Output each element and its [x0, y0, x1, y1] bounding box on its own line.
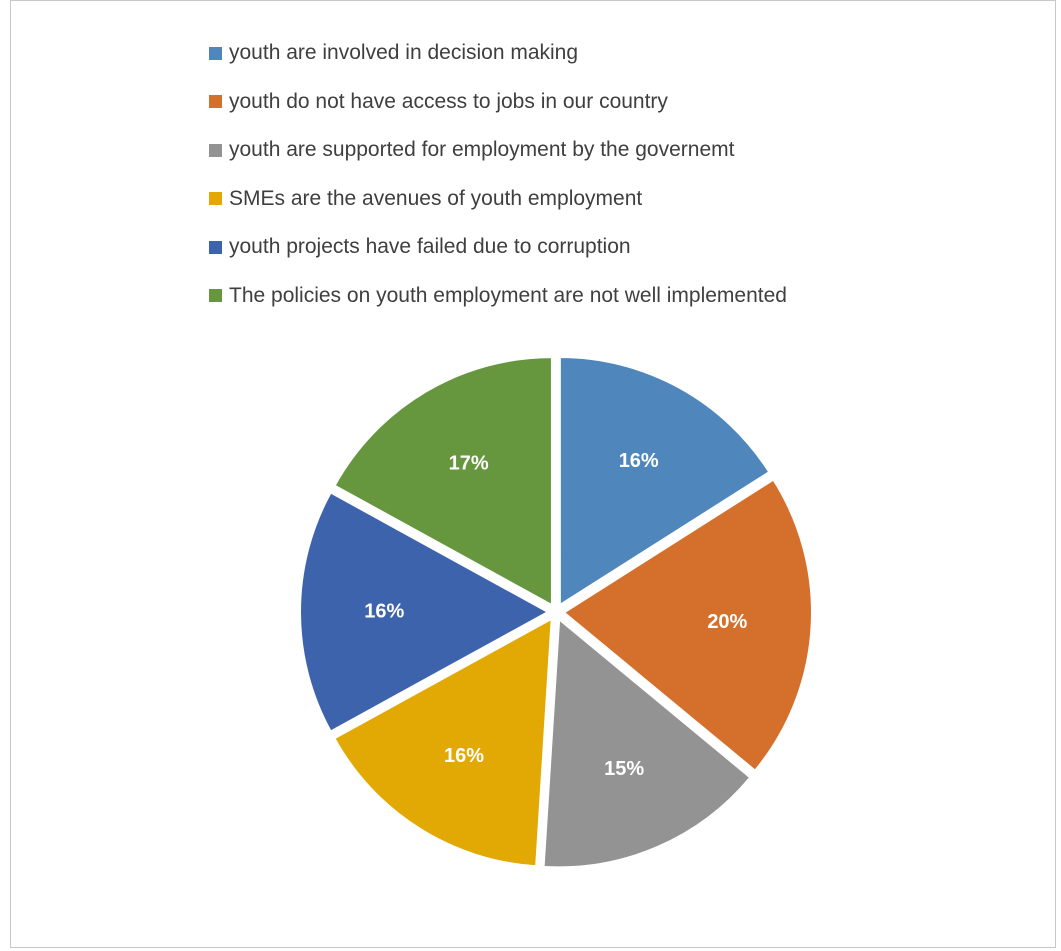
legend-swatch	[209, 95, 222, 109]
pie-slice	[333, 617, 553, 868]
pie-slice	[562, 478, 813, 772]
pie-slice	[299, 491, 551, 733]
pie-chart: 16% 20% 15% 16% 16% 17%	[299, 355, 813, 869]
legend-label: youth are involved in decision making	[229, 41, 579, 65]
legend-item: youth are involved in decision making	[209, 29, 969, 78]
pie-slice	[542, 617, 752, 869]
legend-item: youth do not have access to jobs in our …	[209, 78, 969, 127]
legend-swatch	[209, 46, 222, 60]
slice-data-label: 20%	[707, 611, 747, 633]
pie-slice	[558, 355, 771, 607]
legend-swatch	[209, 289, 222, 303]
chart-area: youth are involved in decision making yo…	[10, 0, 1056, 948]
slice-data-label: 17%	[449, 453, 489, 475]
legend-item: youth projects have failed due to corrup…	[209, 223, 969, 272]
slice-data-label: 16%	[619, 450, 659, 472]
legend-item: youth are supported for employment by th…	[209, 126, 969, 175]
legend-swatch	[209, 192, 222, 206]
legend-swatch	[209, 240, 222, 254]
pie-slice	[333, 356, 553, 607]
legend-label: youth do not have access to jobs in our …	[229, 89, 668, 113]
legend: youth are involved in decision making yo…	[209, 29, 969, 320]
legend-label: youth projects have failed due to corrup…	[229, 235, 631, 259]
legend-label: SMEs are the avenues of youth employment	[229, 186, 643, 210]
slice-data-label: 15%	[604, 758, 644, 780]
legend-swatch	[209, 143, 222, 157]
slice-data-label: 16%	[444, 745, 484, 767]
legend-item: The policies on youth employment are not…	[209, 272, 969, 321]
legend-item: SMEs are the avenues of youth employment	[209, 175, 969, 224]
legend-label: The policies on youth employment are not…	[229, 283, 787, 307]
slice-data-label: 16%	[364, 600, 404, 622]
legend-label: youth are supported for employment by th…	[229, 138, 735, 162]
